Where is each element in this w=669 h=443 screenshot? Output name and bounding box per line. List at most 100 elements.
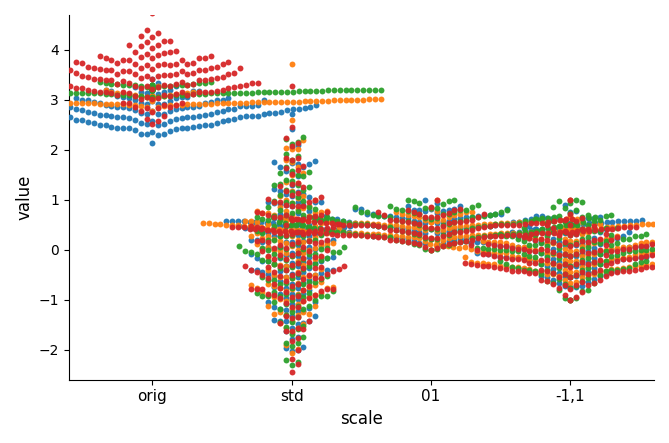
Point xyxy=(559,261,570,268)
Point xyxy=(13,98,23,105)
Point xyxy=(135,43,146,50)
Point xyxy=(420,224,431,231)
Point xyxy=(566,222,577,229)
Point xyxy=(565,226,576,233)
Point xyxy=(171,101,181,109)
Point xyxy=(275,284,286,291)
Point xyxy=(612,244,623,251)
Point xyxy=(559,218,570,225)
Point xyxy=(298,238,309,245)
Point xyxy=(565,211,576,218)
Point xyxy=(584,214,595,222)
Point xyxy=(531,218,542,225)
Point xyxy=(147,95,158,102)
Point xyxy=(269,186,280,193)
Point xyxy=(54,89,64,96)
Point xyxy=(275,272,286,280)
Point xyxy=(118,124,128,131)
Point xyxy=(461,213,472,220)
Point xyxy=(519,218,530,225)
Point xyxy=(147,85,158,92)
Point xyxy=(310,228,320,235)
Point xyxy=(327,267,338,274)
Point xyxy=(310,196,320,203)
Point xyxy=(252,268,262,276)
Point xyxy=(77,100,88,107)
Point xyxy=(322,267,332,274)
Point xyxy=(408,239,419,246)
Point xyxy=(542,220,553,227)
Point xyxy=(589,222,599,229)
Point xyxy=(310,296,320,303)
Point xyxy=(71,58,82,66)
Point xyxy=(153,111,164,118)
Point xyxy=(269,272,280,279)
Point xyxy=(229,105,240,112)
Point xyxy=(444,238,454,245)
Point xyxy=(577,278,587,285)
Point xyxy=(304,207,314,214)
Point xyxy=(292,236,303,243)
Point xyxy=(275,295,286,302)
Point xyxy=(565,263,576,270)
Point xyxy=(555,224,565,231)
Point xyxy=(246,285,256,292)
Point xyxy=(455,235,466,242)
Point xyxy=(147,83,158,90)
Point xyxy=(525,228,536,235)
Point xyxy=(472,223,483,230)
Point xyxy=(200,100,211,107)
Point xyxy=(478,233,489,241)
Point xyxy=(326,230,337,237)
Point xyxy=(530,269,541,276)
Point xyxy=(496,221,506,228)
Point xyxy=(478,221,489,228)
Point xyxy=(559,281,570,288)
Point xyxy=(263,226,274,233)
Point xyxy=(565,268,576,276)
Point xyxy=(147,85,158,93)
Point xyxy=(112,91,122,98)
Point xyxy=(292,326,303,333)
Point xyxy=(518,267,529,274)
Point xyxy=(502,205,512,212)
Point xyxy=(355,208,366,215)
Point xyxy=(571,253,581,260)
Point xyxy=(47,80,58,87)
Point xyxy=(252,207,262,214)
Point xyxy=(425,246,436,253)
Point xyxy=(135,64,146,71)
Point xyxy=(367,211,378,218)
Point xyxy=(223,95,233,102)
Point xyxy=(553,280,564,287)
Point xyxy=(653,248,664,255)
Point xyxy=(414,241,425,249)
Point xyxy=(334,97,345,104)
Point xyxy=(292,314,303,321)
Point xyxy=(358,86,369,93)
Point xyxy=(130,61,140,68)
Point xyxy=(583,212,593,219)
Point xyxy=(159,49,169,56)
Point xyxy=(263,253,274,260)
Point xyxy=(547,214,558,222)
Point xyxy=(502,230,512,237)
Point xyxy=(252,289,262,296)
Point xyxy=(466,259,476,266)
Point xyxy=(257,246,268,253)
Point xyxy=(455,225,466,232)
Point xyxy=(438,242,448,249)
Point xyxy=(269,232,280,239)
Point xyxy=(624,264,634,271)
Point xyxy=(322,247,332,254)
Point xyxy=(147,95,158,102)
Point xyxy=(112,70,122,77)
Point xyxy=(235,99,246,106)
Point xyxy=(606,231,617,238)
Point xyxy=(606,266,617,273)
Point xyxy=(484,222,495,229)
Point xyxy=(286,348,297,355)
Point xyxy=(286,192,297,199)
Point xyxy=(280,317,291,324)
Point xyxy=(425,219,436,226)
